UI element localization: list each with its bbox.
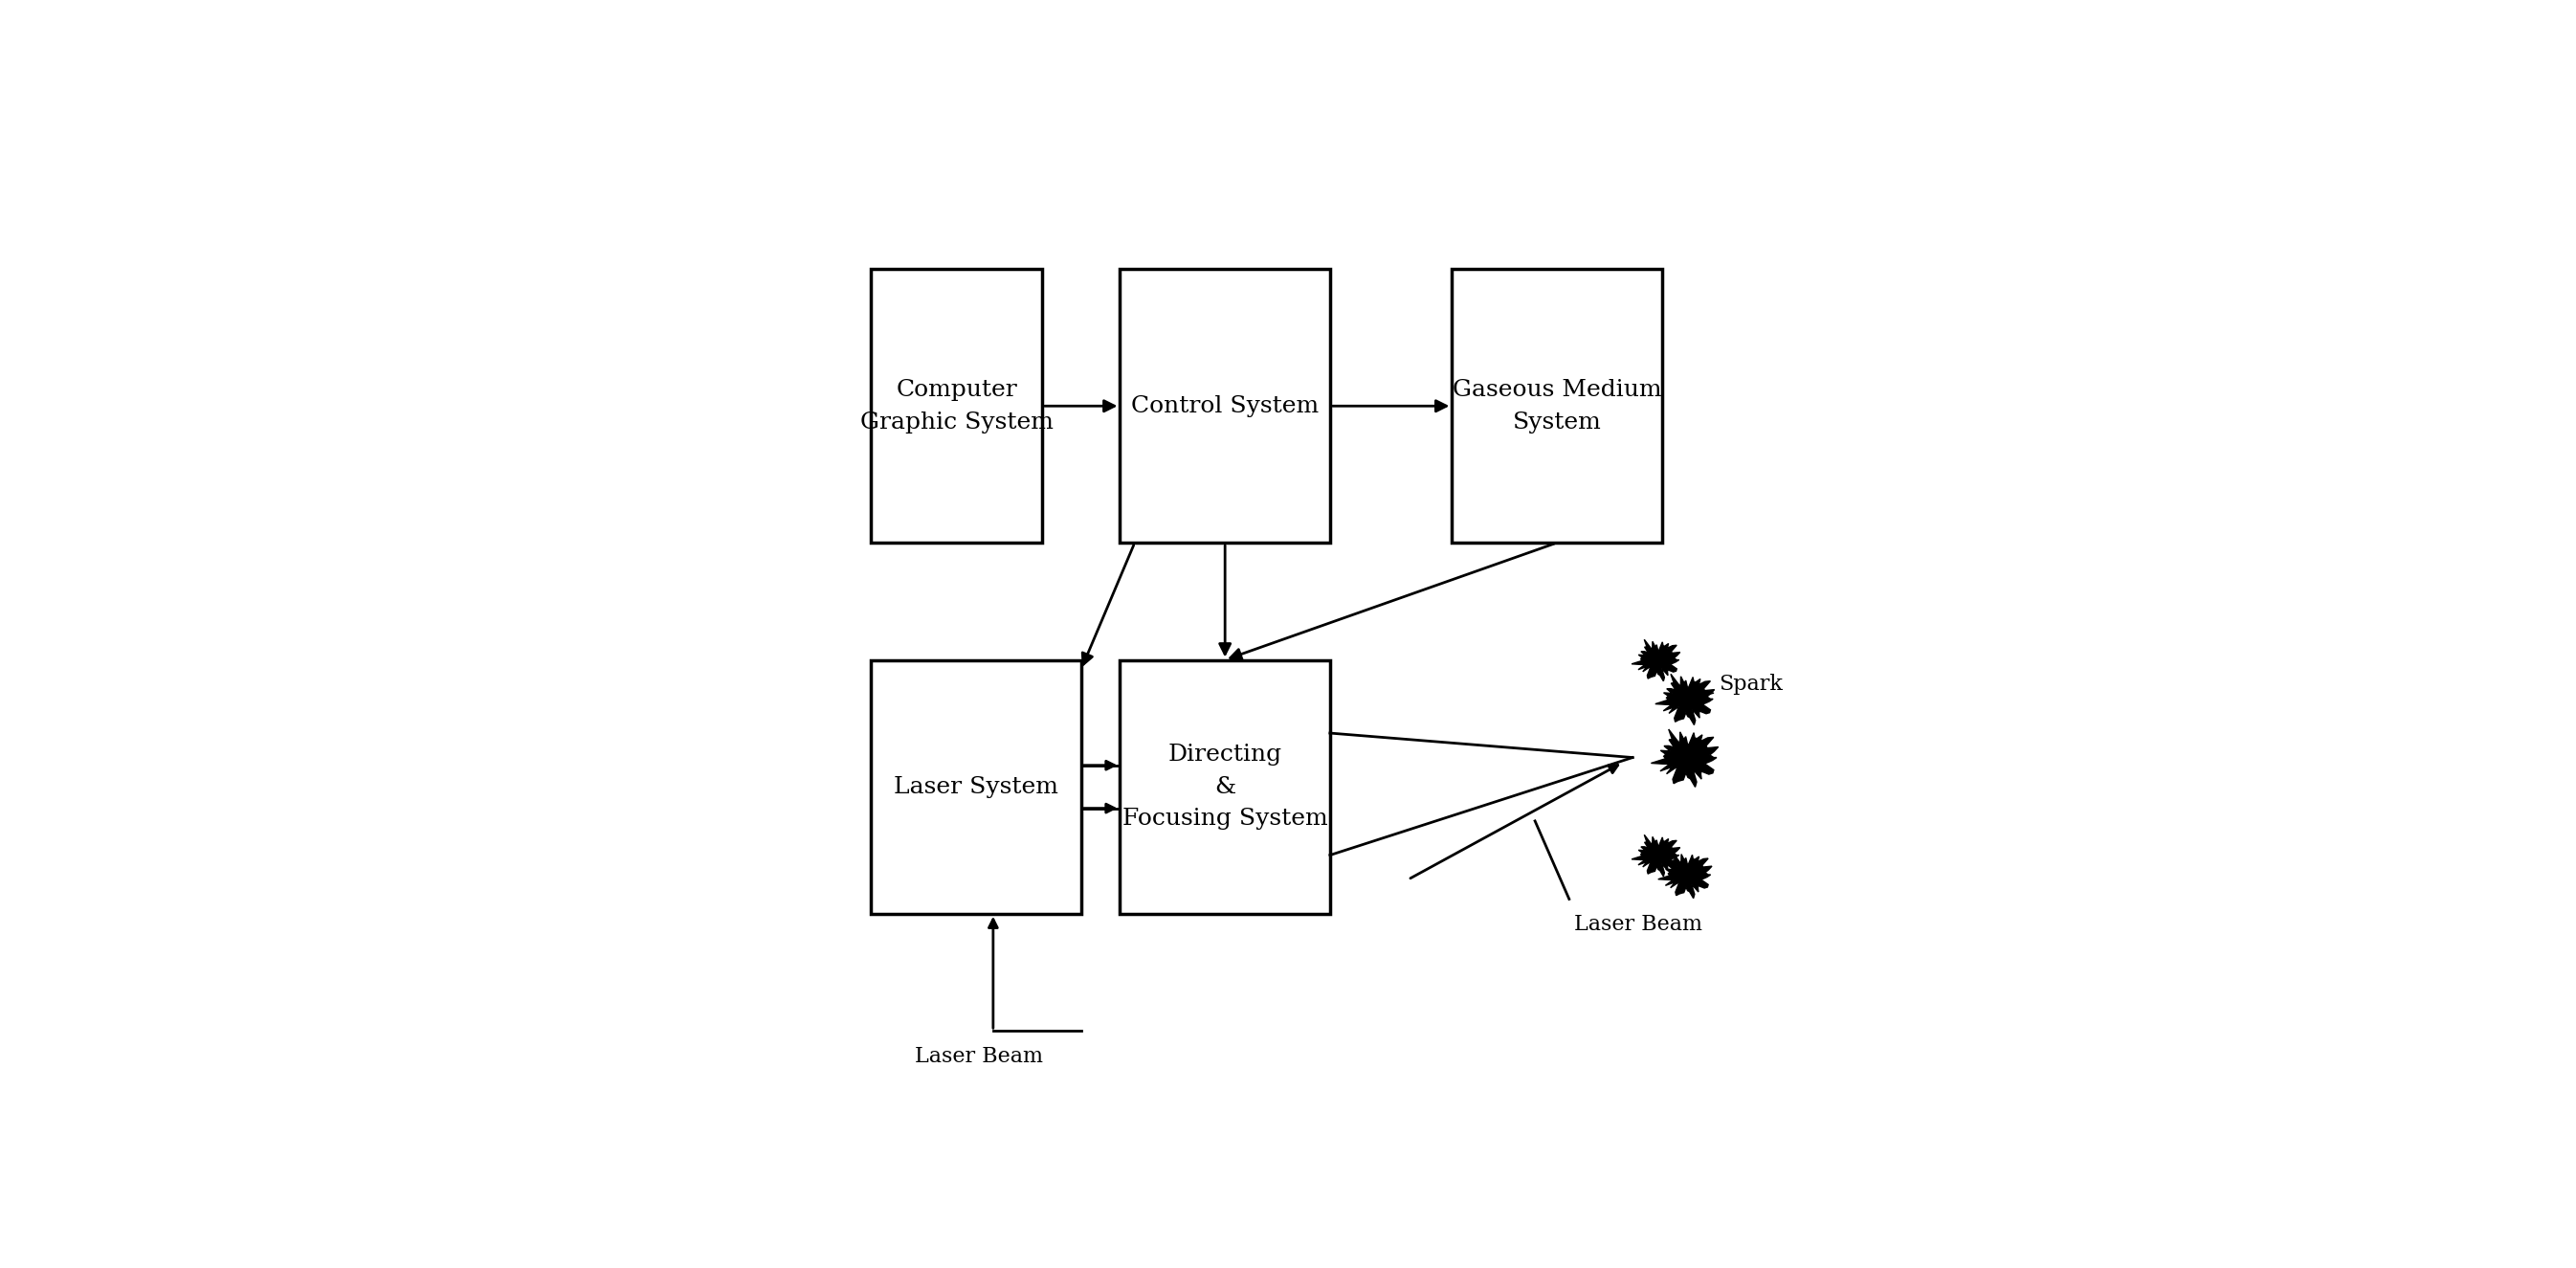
Text: Laser Beam: Laser Beam — [1574, 914, 1703, 935]
Text: Gaseous Medium
System: Gaseous Medium System — [1453, 379, 1662, 434]
Text: Control System: Control System — [1131, 396, 1319, 417]
Text: Laser System: Laser System — [894, 776, 1059, 798]
Polygon shape — [1631, 834, 1680, 876]
Text: Directing
&
Focusing System: Directing & Focusing System — [1123, 743, 1327, 831]
Polygon shape — [1631, 639, 1680, 681]
Bar — [871, 659, 1082, 914]
Text: Laser Beam: Laser Beam — [914, 1046, 1043, 1066]
Bar — [1121, 269, 1329, 543]
Polygon shape — [1656, 675, 1716, 725]
Text: Computer
Graphic System: Computer Graphic System — [860, 379, 1054, 434]
Bar — [1453, 269, 1662, 543]
Bar — [1121, 659, 1329, 914]
Polygon shape — [1651, 729, 1718, 787]
Polygon shape — [1659, 852, 1713, 898]
Bar — [871, 269, 1041, 543]
Text: Spark: Spark — [1692, 673, 1783, 700]
